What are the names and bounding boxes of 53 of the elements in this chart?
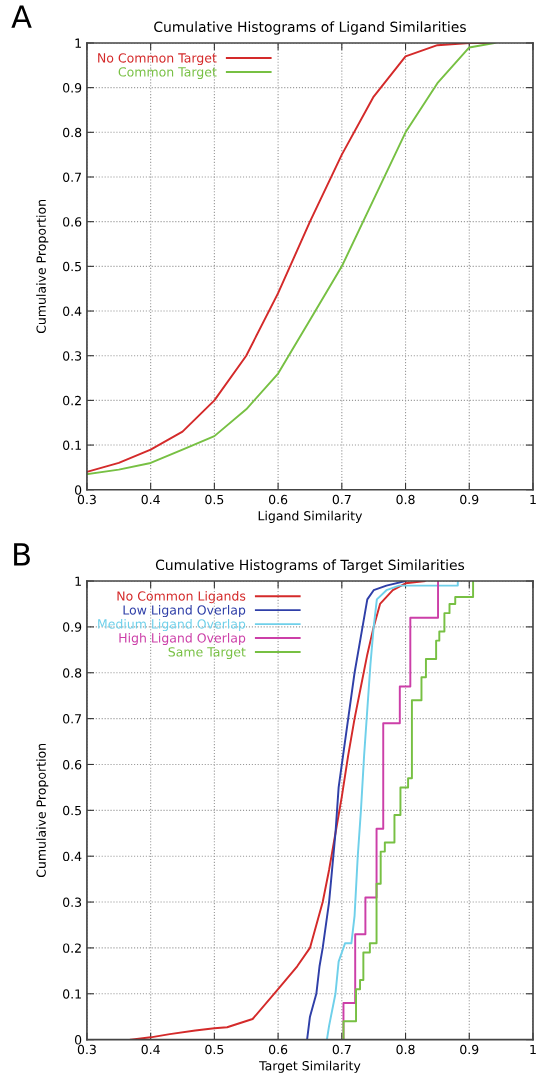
x-tick-label: 1 (530, 494, 536, 505)
x-tick-label: 0.9 (460, 1044, 479, 1055)
y-tick-label: 0.7 (63, 714, 82, 724)
y-tick-label: 0.1 (63, 440, 81, 450)
x-tick-label: 0.7 (332, 494, 351, 505)
y-tick-label: 0.9 (63, 622, 82, 632)
legend-label: Medium Ligand Overlap (98, 618, 246, 632)
x-axis-title: Ligand Similarity (258, 510, 363, 523)
x-tick-label: 1 (530, 1044, 536, 1054)
legend-label: No Common Ligands (117, 591, 246, 604)
y-tick-label: 0 (74, 1035, 82, 1045)
legend-label: High Ligand Overlap (119, 632, 246, 646)
x-tick-label: 0.8 (396, 1044, 415, 1055)
y-tick-label: 0.2 (63, 943, 81, 953)
y-tick-label: 0.5 (63, 805, 81, 816)
line-series (306, 581, 407, 1040)
chart-title: Cumulative Histograms of Target Similarities (155, 559, 465, 573)
legend-label: Low Ligand Overlap (123, 605, 246, 618)
y-tick-label: 0.7 (63, 172, 82, 182)
y-tick-label: 0.4 (63, 851, 82, 862)
y-tick-label: 0.8 (63, 127, 82, 138)
y-tick-label: 0.4 (63, 306, 82, 316)
y-tick-label: 0 (74, 485, 82, 495)
y-tick-label: 1 (75, 576, 81, 586)
y-tick-label: 0.9 (63, 83, 82, 93)
legend-label: Same Target (168, 647, 246, 660)
x-tick-label: 0.6 (268, 1044, 288, 1055)
y-tick-label: 0.2 (63, 395, 81, 406)
legend-label: Common Target (118, 67, 217, 80)
y-tick-label: 0.6 (63, 217, 82, 227)
text: A (11, 5, 32, 28)
y-tick-label: 0.8 (63, 668, 82, 678)
x-tick-label: 0.5 (205, 494, 224, 505)
x-axis-title: Target Similarity (259, 1060, 361, 1073)
y-tick-label: 0.1 (63, 989, 81, 999)
y-tick-label: 0.3 (63, 897, 82, 907)
y-tick-label: 0.6 (63, 759, 82, 770)
x-tick-label: 0.6 (268, 494, 288, 505)
line-series (325, 581, 459, 1040)
y-axis-title: Cumulaive Proportion (36, 199, 49, 334)
legend-label: No Common Target (98, 53, 217, 66)
y-tick-label: 0.3 (63, 351, 82, 361)
y-tick-label: 0.5 (63, 261, 81, 272)
x-tick-label: 0.8 (396, 494, 415, 505)
x-tick-label: 0.9 (460, 494, 479, 505)
x-tick-label: 0.7 (332, 1044, 351, 1055)
x-tick-label: 0.4 (141, 1044, 160, 1055)
y-tick-label: 1 (75, 38, 81, 48)
x-tick-label: 0.5 (205, 1044, 224, 1055)
y-axis-title: Cumulaive Proportion (36, 743, 49, 878)
x-tick-label: 0.4 (141, 494, 160, 505)
text: B (14, 543, 30, 566)
chart-title: Cumulative Histograms of Ligand Similarities (154, 21, 466, 35)
